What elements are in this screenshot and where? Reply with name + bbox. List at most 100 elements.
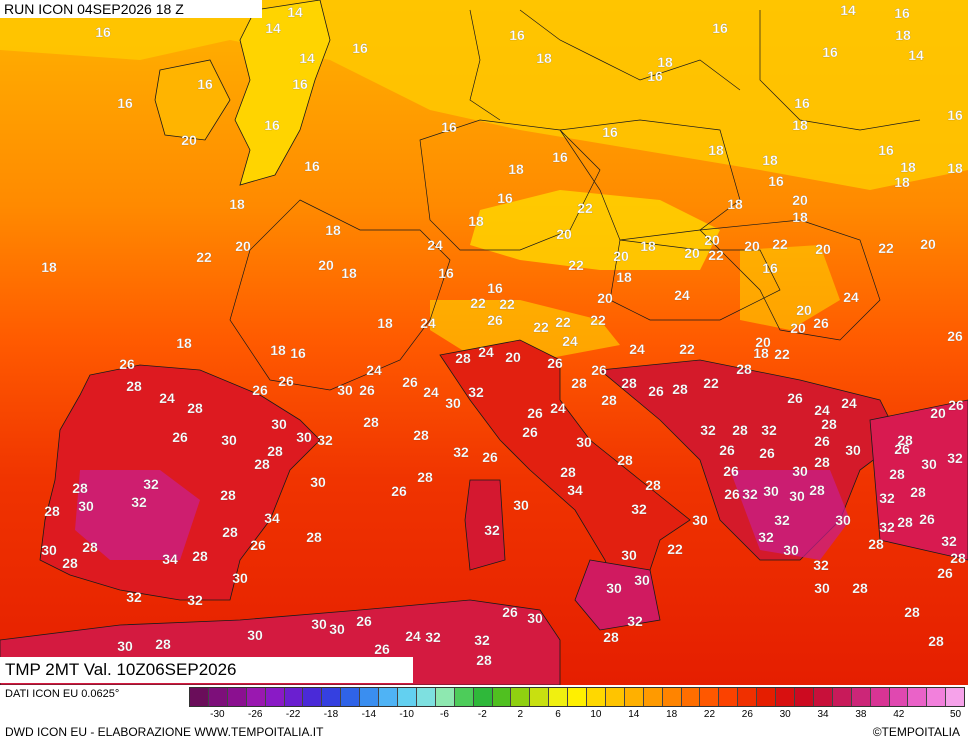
- temperature-label: 20: [235, 238, 251, 254]
- temperature-label: 16: [509, 27, 525, 43]
- sardinia-landmass: [464, 479, 506, 571]
- temperature-label: 26: [724, 486, 740, 502]
- sicily-landmass: [574, 559, 661, 631]
- temperature-label: 14: [299, 50, 315, 66]
- temperature-label: 28: [821, 416, 837, 432]
- temperature-label: 30: [513, 497, 529, 513]
- temperature-label: 28: [155, 636, 171, 652]
- temperature-label: 18: [900, 159, 916, 175]
- temperature-label: 28: [62, 555, 78, 571]
- temperature-label: 32: [468, 384, 484, 400]
- scale-swatch: [549, 688, 569, 706]
- temperature-label: 16: [197, 76, 213, 92]
- cool-zone-alps-north: [470, 190, 720, 270]
- temperature-label: 28: [44, 503, 60, 519]
- temperature-label: 32: [453, 444, 469, 460]
- temperature-label: 30: [783, 542, 799, 558]
- temperature-label: 32: [813, 557, 829, 573]
- temperature-label: 16: [762, 260, 778, 276]
- temperature-label: 28: [732, 422, 748, 438]
- temperature-label: 28: [455, 350, 471, 366]
- temperature-label: 28: [814, 454, 830, 470]
- credit-label: DWD ICON EU - ELABORAZIONE WWW.TEMPOITAL…: [5, 725, 324, 739]
- cool-zone-north: [0, 0, 968, 190]
- temperature-label: 26: [482, 449, 498, 465]
- temperature-label: 20: [181, 132, 197, 148]
- temperature-label: 28: [72, 480, 88, 496]
- scale-swatch: [454, 688, 474, 706]
- temperature-label: 30: [329, 621, 345, 637]
- temperature-label: 30: [527, 610, 543, 626]
- scale-swatch: [208, 688, 228, 706]
- temperature-label: 26: [527, 405, 543, 421]
- scale-tick-label: 30: [779, 709, 791, 720]
- temperature-label: 18: [229, 196, 245, 212]
- temperature-label: 26: [119, 356, 135, 372]
- temperature-label: 22: [568, 257, 584, 273]
- temperature-label: 24: [478, 344, 494, 360]
- scale-tick-label: 22: [703, 709, 716, 720]
- temperature-label: 30: [221, 432, 237, 448]
- scale-tick-label: -18: [323, 709, 339, 720]
- temperature-label: 24: [841, 395, 857, 411]
- temperature-label: 22: [774, 346, 790, 362]
- temperature-label: 28: [910, 484, 926, 500]
- temperature-label: 24: [159, 390, 175, 406]
- scale-swatch: [303, 688, 323, 706]
- temperature-label: 22: [555, 314, 571, 330]
- temperature-label: 18: [762, 152, 778, 168]
- temperature-label: 32: [879, 490, 895, 506]
- temperature-label: 28: [621, 375, 637, 391]
- temperature-label: 32: [126, 589, 142, 605]
- temperature-label: 28: [560, 464, 576, 480]
- temperature-label: 20: [920, 236, 936, 252]
- temperature-label: 26: [250, 537, 266, 553]
- scale-tick-label: 2: [517, 709, 523, 720]
- scale-swatch: [738, 688, 758, 706]
- temperature-label: 30: [445, 395, 461, 411]
- temperature-label: 32: [317, 432, 333, 448]
- temperature-label: 28: [617, 452, 633, 468]
- temperature-label: 18: [508, 161, 524, 177]
- temperature-label: 28: [126, 378, 142, 394]
- temperature-label: 22: [703, 375, 719, 391]
- scale-swatch: [227, 688, 247, 706]
- temperature-label: 28: [868, 536, 884, 552]
- temperature-label: 18: [640, 238, 656, 254]
- temperature-label: 22: [196, 249, 212, 265]
- temperature-label: 26: [814, 433, 830, 449]
- temperature-label: 26: [359, 382, 375, 398]
- temperature-label: 32: [941, 533, 957, 549]
- temperature-label: 28: [413, 427, 429, 443]
- temperature-label: 28: [192, 548, 208, 564]
- temperature-label: 34: [162, 551, 178, 567]
- temperature-label: 22: [577, 200, 593, 216]
- temperature-label: 18: [377, 315, 393, 331]
- temperature-label: 24: [629, 341, 645, 357]
- temperature-label: 16: [304, 158, 320, 174]
- temperature-label: 28: [928, 633, 944, 649]
- scale-tick-label: 14: [628, 709, 640, 720]
- temperature-label: 16: [441, 119, 457, 135]
- temperature-label: 26: [723, 463, 739, 479]
- temperature-label: 20: [505, 349, 521, 365]
- temperature-label: 26: [894, 441, 910, 457]
- temperature-label: 18: [325, 222, 341, 238]
- temperature-label: 30: [311, 616, 327, 632]
- carpathians: [740, 245, 840, 330]
- scale-swatch: [341, 688, 361, 706]
- scale-swatch: [284, 688, 304, 706]
- temperature-label: 16: [878, 142, 894, 158]
- temperature-label: 24: [420, 315, 436, 331]
- temperature-label: 20: [597, 290, 613, 306]
- temperature-label: 28: [736, 361, 752, 377]
- temperature-label: 20: [792, 192, 808, 208]
- scale-swatch: [397, 688, 417, 706]
- scale-swatch: [492, 688, 512, 706]
- temperature-label: 30: [117, 638, 133, 654]
- temperature-label: 20: [815, 241, 831, 257]
- temperature-label: 32: [758, 529, 774, 545]
- greece-heat-core: [730, 470, 850, 560]
- temperature-label: 24: [366, 362, 382, 378]
- temperature-label: 20: [684, 245, 700, 261]
